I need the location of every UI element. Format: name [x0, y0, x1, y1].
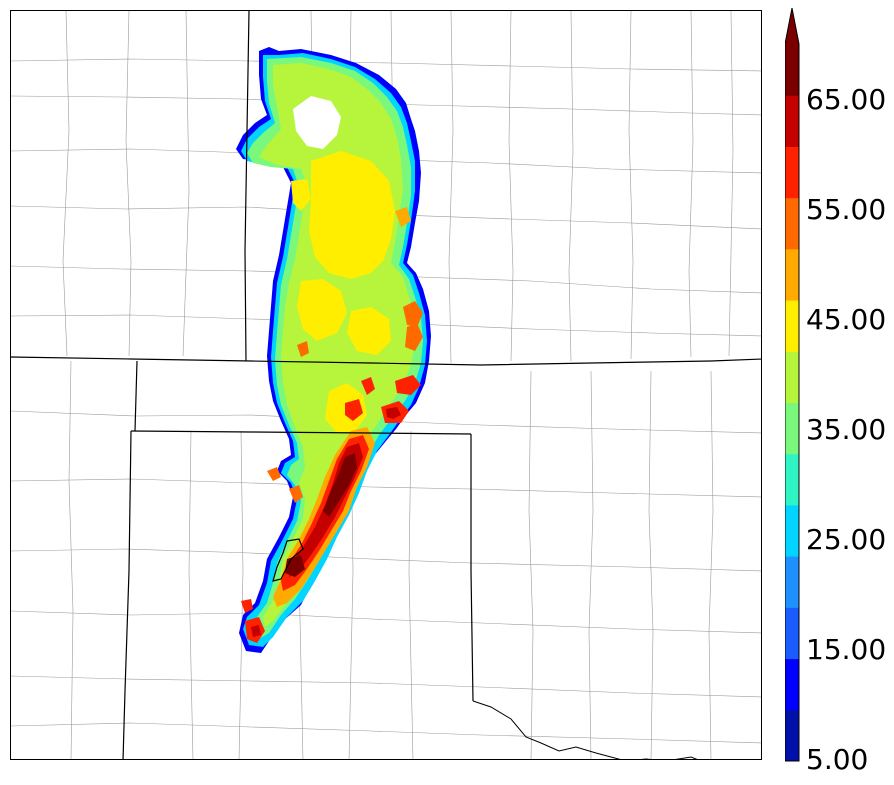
colorbar-label-55: 55.00 — [806, 193, 887, 226]
colorbar-border — [785, 8, 800, 762]
colorbar-segment — [785, 504, 799, 557]
state-boundaries — [11, 11, 761, 759]
colorbar-segment — [785, 709, 799, 762]
colorbar-label-65: 65.00 — [806, 83, 887, 116]
colorbar-segment — [785, 95, 799, 147]
colorbar-segment — [785, 44, 799, 96]
colorbar-segment — [785, 402, 799, 455]
colorbar-segment — [785, 556, 799, 608]
colorbar-label-35: 35.00 — [806, 413, 887, 446]
colorbar-segment — [785, 146, 799, 199]
map-canvas — [11, 11, 761, 759]
colorbar — [785, 8, 800, 762]
colorbar-segment — [785, 248, 799, 301]
colorbar-segment — [785, 607, 799, 660]
river — [472, 700, 698, 759]
map-panel — [10, 10, 762, 760]
highlight-outline — [272, 538, 304, 582]
colorbar-segment — [785, 197, 799, 250]
colorbar-segment — [785, 658, 799, 711]
colorbar-segment — [785, 453, 799, 506]
precip-field — [236, 47, 431, 653]
colorbar-label-45: 45.00 — [806, 303, 887, 336]
colorbar-segment — [785, 351, 799, 403]
colorbar-label-15: 15.00 — [806, 633, 887, 666]
colorbar-segment — [785, 300, 799, 352]
colorbar-extend-arrow — [785, 8, 799, 44]
colorbar-label-25: 25.00 — [806, 523, 887, 556]
colorbar-label-5: 5.00 — [806, 743, 869, 776]
